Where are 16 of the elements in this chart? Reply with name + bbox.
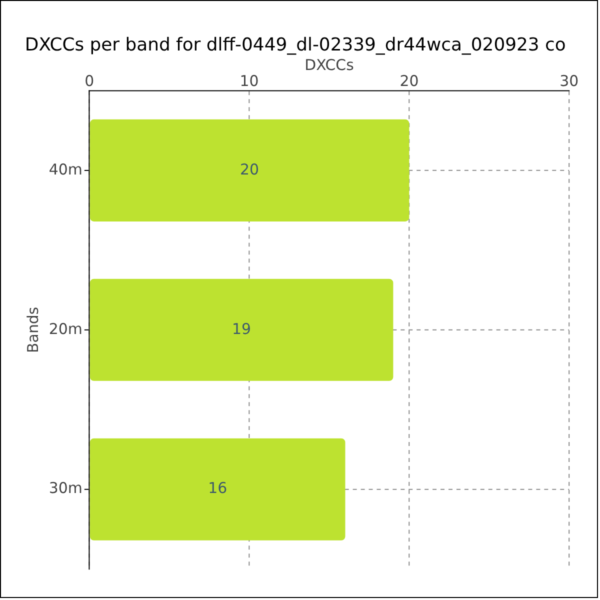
chart-title: DXCCs per band for dlff-0449_dl-02339_dr44wca_020923 co: [24, 34, 566, 56]
x-tick-label: 20: [400, 72, 419, 90]
x-axis-title: DXCCs: [304, 56, 354, 74]
bar: [90, 119, 410, 222]
data-label: 19: [232, 320, 252, 338]
bar: [90, 278, 394, 381]
y-tick-label: 20m: [48, 320, 82, 338]
x-tick-label: 30: [560, 72, 579, 90]
data-label: 16: [208, 479, 228, 498]
y-tick-label: 40m: [48, 160, 82, 178]
x-tick-label: 10: [240, 72, 259, 90]
x-tick-label: 0: [84, 72, 94, 90]
data-label: 20: [240, 160, 260, 178]
y-axis-title: Bands: [24, 306, 42, 353]
bar: [90, 438, 346, 540]
y-tick-label: 30m: [48, 479, 82, 498]
